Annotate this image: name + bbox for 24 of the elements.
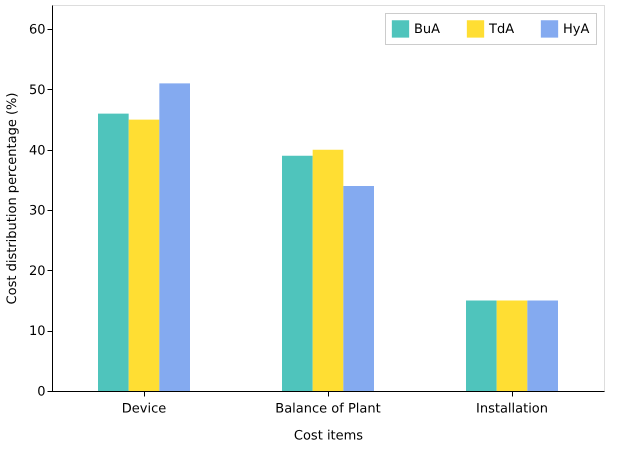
y-tick-label: 60 <box>28 22 46 38</box>
y-tick-label: 10 <box>28 324 46 340</box>
bar <box>98 114 129 391</box>
y-axis-title: Cost distribution percentage (%) <box>4 92 20 304</box>
bar <box>312 150 344 391</box>
y-tick-label: 50 <box>28 82 46 98</box>
y-tick-label: 0 <box>37 384 46 400</box>
x-tick-label: Balance of Plant <box>275 402 381 416</box>
bar <box>527 300 558 391</box>
bar <box>282 156 313 391</box>
y-tick-label: 40 <box>28 143 46 158</box>
legend-label: BuA <box>414 22 440 37</box>
legend-label: TdA <box>488 22 514 37</box>
bar <box>466 300 497 391</box>
bar <box>128 120 160 391</box>
y-tick-label: 20 <box>28 264 46 279</box>
bar <box>496 300 528 391</box>
bar <box>159 83 190 391</box>
bar <box>343 186 374 391</box>
x-tick-label: Installation <box>476 402 548 416</box>
x-tick-label: Device <box>122 402 166 416</box>
x-axis-title: Cost items <box>294 428 364 444</box>
y-tick-label: 30 <box>28 204 46 219</box>
legend-label: HyA <box>563 22 590 37</box>
